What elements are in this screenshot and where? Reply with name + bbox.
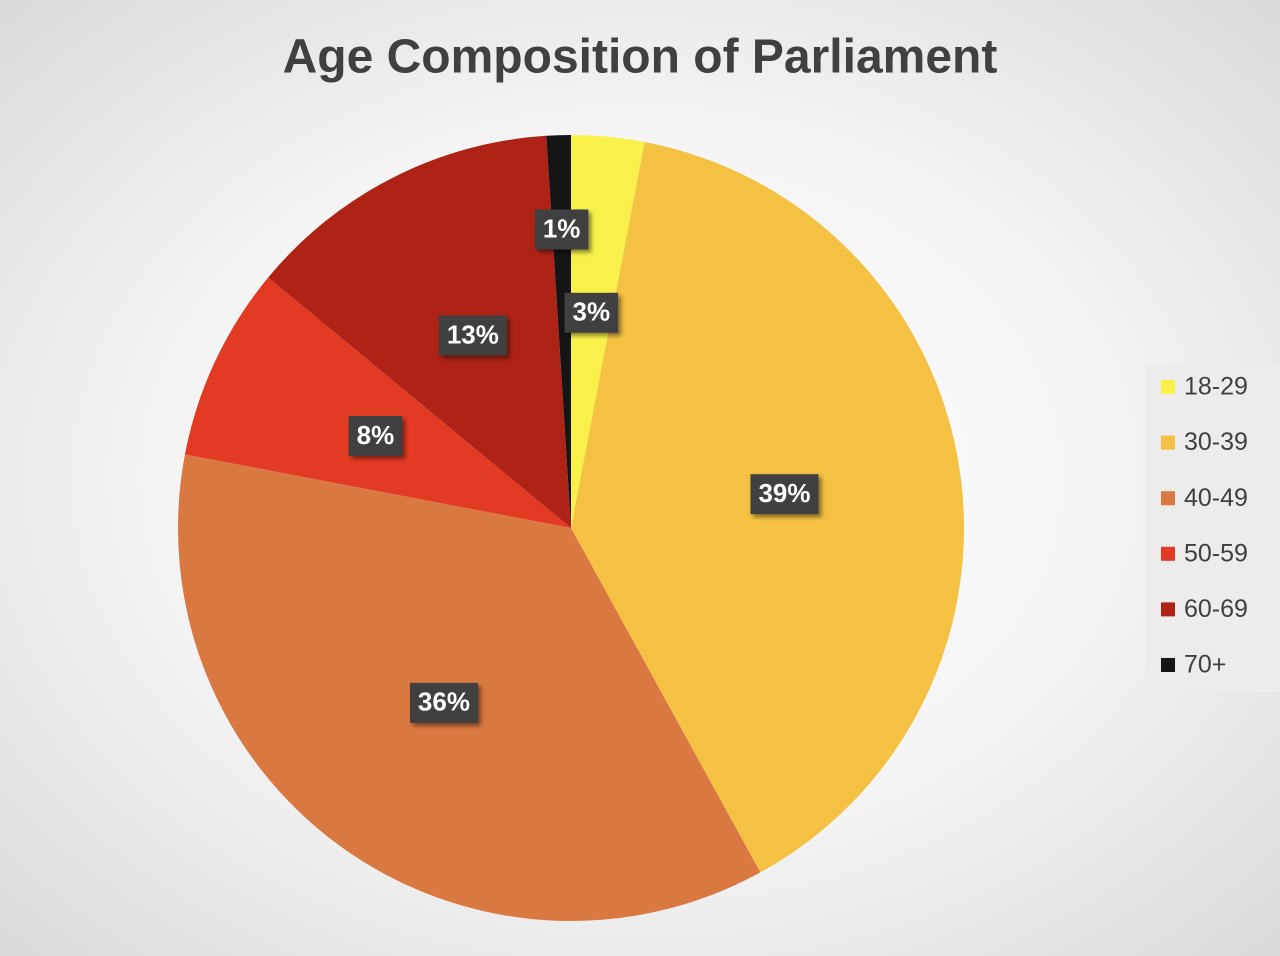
data-label-text: 39%: [758, 478, 810, 508]
legend-label: 40-49: [1184, 484, 1248, 512]
legend-label: 50-59: [1184, 539, 1248, 567]
data-label: 13%: [438, 315, 507, 356]
legend-label: 30-39: [1184, 428, 1248, 456]
legend-swatch: [1161, 602, 1175, 617]
chart-title: Age Composition of Parliament: [283, 31, 998, 84]
data-label-text: 13%: [447, 319, 499, 349]
data-label: 8%: [348, 415, 403, 456]
legend-swatch: [1161, 491, 1175, 506]
pie-slice: [268, 135, 571, 528]
data-label-box: [564, 292, 619, 333]
legend-swatch: [1161, 380, 1175, 394]
data-label: 3%: [564, 292, 619, 333]
data-label-text: 3%: [573, 297, 611, 327]
legend-swatch: [1161, 546, 1175, 561]
data-label: 39%: [750, 474, 819, 515]
legend-swatch: [1161, 658, 1175, 672]
data-label-text: 36%: [418, 687, 470, 717]
data-label-text: 1%: [543, 213, 581, 243]
legend-label: 60-69: [1184, 595, 1248, 623]
data-label-box: [348, 415, 403, 456]
data-label-box: [534, 209, 589, 250]
data-label: 36%: [409, 682, 478, 723]
data-label-text: 8%: [357, 420, 395, 450]
data-label-box: [409, 682, 478, 723]
data-label: 1%: [534, 209, 589, 250]
legend-label: 18-29: [1184, 373, 1248, 401]
data-label-box: [438, 315, 507, 356]
pie-slice: [184, 277, 571, 528]
data-label-box: [750, 474, 819, 515]
legend-box: [1146, 365, 1280, 692]
legend-label: 70+: [1184, 651, 1226, 679]
legend-swatch: [1161, 435, 1175, 450]
